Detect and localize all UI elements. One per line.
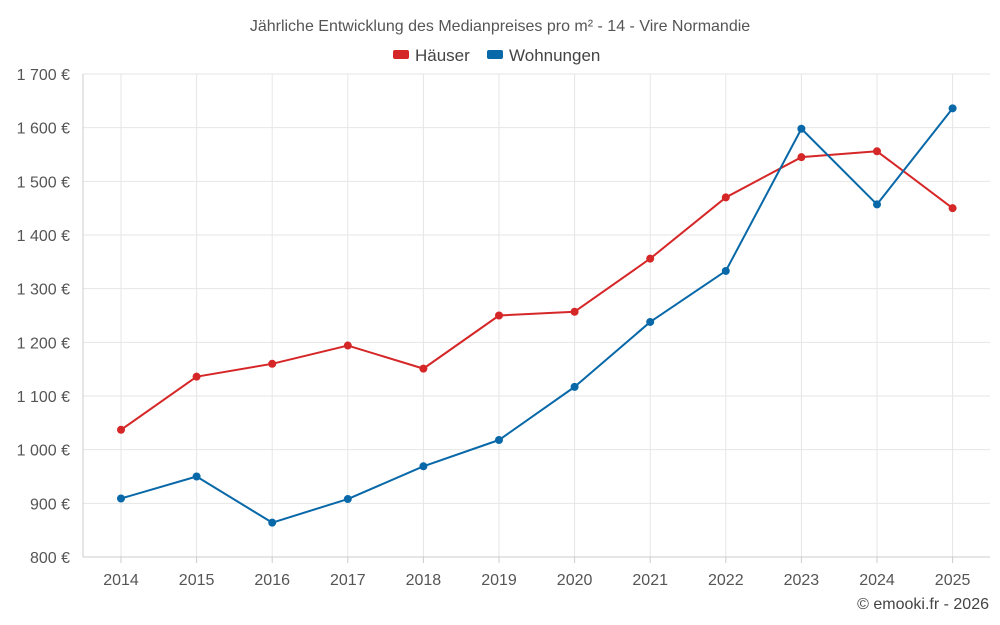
data-point-haeuser[interactable] [192,372,201,381]
series-line-haeuser[interactable] [120,150,954,431]
legend: Häuser Wohnungen [393,46,600,65]
data-point-wohnungen[interactable] [268,518,277,527]
series-line-wohnungen[interactable] [120,107,954,524]
y-tick-label: 1 200 € [17,335,70,352]
credit-text: © emooki.fr - 2026 [857,596,989,613]
data-point-wohnungen[interactable] [721,266,730,275]
data-point-wohnungen[interactable] [117,494,125,503]
data-point-haeuser[interactable] [873,147,881,156]
data-point-haeuser[interactable] [117,425,125,434]
data-point-haeuser[interactable] [343,341,352,350]
data-point-haeuser[interactable] [495,311,503,320]
data-point-wohnungen[interactable] [570,382,579,391]
data-point-wohnungen[interactable] [948,104,957,113]
x-tick-label: 2021 [632,572,668,589]
x-tick-label: 2019 [481,572,517,589]
legend-item-haeuser[interactable]: Häuser [393,46,470,65]
series [117,104,957,527]
x-tick-label: 2023 [784,572,820,589]
x-tick-label: 2022 [708,572,744,589]
data-point-haeuser[interactable] [570,307,579,316]
x-tick-label: 2025 [935,572,971,589]
grid [83,73,990,557]
x-tick-label: 2024 [859,572,895,589]
x-tick-label: 2018 [406,572,442,589]
y-tick-label: 900 € [30,496,70,513]
legend-label-wohnungen: Wohnungen [509,46,600,65]
data-point-wohnungen[interactable] [646,317,655,326]
data-point-haeuser[interactable] [646,254,655,263]
data-point-haeuser[interactable] [721,193,730,202]
y-tick-label: 1 100 € [17,389,70,406]
x-tick-label: 2020 [557,572,593,589]
y-tick-label: 800 € [30,550,70,567]
y-tick-label: 1 500 € [17,174,70,191]
data-point-haeuser[interactable] [419,364,428,373]
data-point-wohnungen[interactable] [419,462,428,471]
legend-label-haeuser: Häuser [415,46,470,65]
data-point-wohnungen[interactable] [797,124,806,133]
y-tick-label: 1 400 € [17,228,70,245]
data-point-wohnungen[interactable] [343,495,352,504]
chart-title: Jährliche Entwicklung des Medianpreises … [250,18,750,35]
data-point-haeuser[interactable] [268,359,277,368]
x-tick-label: 2014 [103,572,139,589]
data-point-haeuser[interactable] [948,204,957,213]
y-tick-label: 1 700 € [17,67,70,84]
legend-item-wohnungen[interactable]: Wohnungen [487,46,600,65]
y-tick-label: 1 600 € [17,121,70,138]
data-point-haeuser[interactable] [797,153,806,162]
data-point-wohnungen[interactable] [495,436,503,445]
x-tick-label: 2017 [330,572,366,589]
axes: 800 € 900 € 1 000 € 1 100 € 1 200 € 1 300 € 1 … [17,67,990,589]
legend-swatch-haeuser [393,50,409,59]
x-tick-label: 2016 [254,572,290,589]
legend-swatch-wohnungen [487,50,503,59]
y-tick-label: 1 000 € [17,443,70,460]
y-tick-label: 1 300 € [17,282,70,299]
data-point-wohnungen[interactable] [873,200,881,209]
data-point-wohnungen[interactable] [192,472,201,481]
x-tick-label: 2015 [179,572,215,589]
